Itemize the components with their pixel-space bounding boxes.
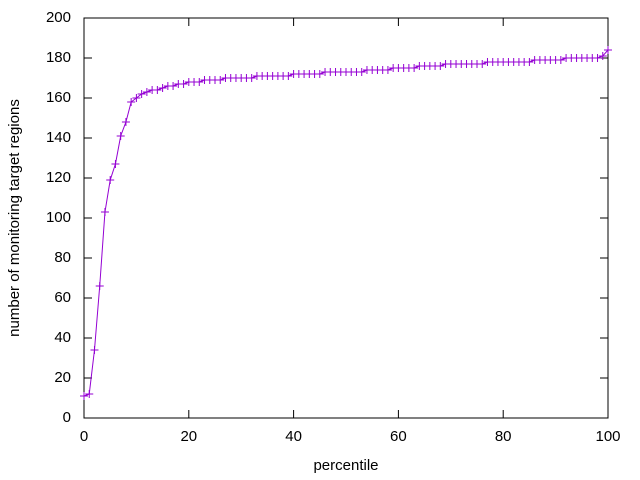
y-tick-label: 200 [46,9,71,26]
data-point [216,76,225,84]
y-tick-label: 100 [46,209,71,226]
data-point [90,346,99,354]
data-point [127,98,136,106]
x-tick-label: 60 [390,428,407,445]
data-point [478,60,487,68]
data-point [116,132,125,140]
data-point [153,86,162,94]
x-tick-label: 0 [80,428,88,445]
y-tick-label: 60 [54,289,71,306]
data-point [284,72,293,80]
data-line [83,49,609,397]
data-point [121,118,130,126]
data-point [383,66,392,74]
data-point [604,46,612,54]
data-point [598,52,607,60]
data-point [357,68,366,76]
y-tick-label: 120 [46,169,71,186]
data-point [410,64,419,72]
data-point [436,62,445,70]
y-axis-label: number of monitoring target regions [6,99,23,337]
data-point [195,78,204,86]
y-tick-label: 0 [63,409,71,426]
data-point [137,90,146,98]
y-tick-label: 140 [46,129,71,146]
data-point [179,80,188,88]
data-point [80,392,88,400]
y-tick-label: 20 [54,369,71,386]
data-point [169,82,178,90]
data-point [106,176,115,184]
data-point [95,282,104,290]
data-point [158,84,167,92]
y-tick-label: 180 [46,49,71,66]
y-tick-label: 40 [54,329,71,346]
data-point [100,208,109,216]
x-tick-label: 40 [285,428,302,445]
plot-border [83,17,609,419]
data-point [111,160,120,168]
data-point [556,56,565,64]
data-point [247,74,256,82]
x-axis-label: percentile [313,457,378,474]
data-point [315,70,324,78]
x-tick-label: 80 [495,428,512,445]
x-tick-label: 20 [180,428,197,445]
data-point [593,54,602,62]
data-point [525,58,534,66]
data-point [85,390,94,398]
data-point [132,94,141,102]
y-tick-label: 160 [46,89,71,106]
data-point [142,88,151,96]
y-tick-label: 80 [54,249,71,266]
x-tick-label: 100 [595,428,620,445]
